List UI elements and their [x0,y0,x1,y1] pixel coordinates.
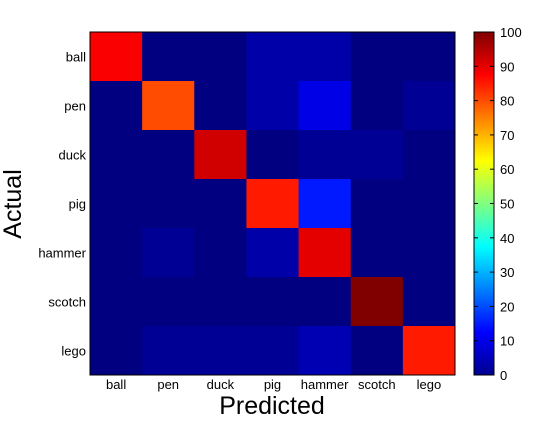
x-tick-label: duck [207,377,235,392]
heatmap-cell [402,81,456,131]
x-tick-label: scotch [358,377,396,392]
y-tick-label: hammer [38,246,86,261]
heatmap-cell [350,326,404,376]
y-tick-label: ball [66,50,86,65]
colorbar-tick-label: 50 [500,197,514,212]
heatmap-cell [246,130,299,180]
x-axis-title: Predicted [219,392,325,420]
x-tick-labels: ball pen duck pig hammer scotch lego [106,377,441,392]
heatmap-cell [298,277,352,327]
heatmap-cell [142,32,195,82]
heatmap-cell [350,130,404,180]
heatmap-cell [402,277,456,327]
heatmap-cell [194,81,247,131]
heatmap-cell [90,130,143,180]
heatmap-cell [350,277,404,327]
heatmap-cell [246,277,299,327]
heatmap-cell [90,179,143,229]
heatmap-cell [298,81,352,131]
heatmap-cell [350,228,404,278]
heatmap-cell [246,81,299,131]
heatmap-cell [350,179,404,229]
heatmap-cell [90,228,143,278]
heatmap-cell [90,326,143,376]
colorbar-tick-label: 70 [500,128,514,143]
heatmap-cell [402,228,456,278]
heatmap-cell [298,179,352,229]
heatmap-cell [246,32,299,82]
heatmap-cell [194,179,247,229]
plot-frame [89,31,456,376]
heatmap-cell [246,228,299,278]
heatmap-cell [402,326,456,376]
y-tick-labels: ball pen duck pig hammer scotch lego [38,50,86,359]
heatmap-cell [298,32,352,82]
colorbar-tick-label: 0 [500,368,507,383]
y-tick-label: pen [64,99,86,114]
y-tick-label: duck [59,148,87,163]
heatmap-cell [402,130,456,180]
heatmap-cell [298,130,352,180]
heatmap-cell [142,81,195,131]
colorbar-tick-label: 80 [500,94,514,109]
heatmap-cell [402,179,456,229]
heatmap-cell [246,179,299,229]
heatmap-cell [194,277,247,327]
x-tick-label: lego [417,377,442,392]
y-axis-title: Actual [0,169,27,238]
colorbar-tick-label: 30 [500,265,514,280]
colorbar-tick-label: 90 [500,59,514,74]
heatmap-cell [142,277,195,327]
heatmap-cell [90,32,143,82]
colorbar-tick-label: 40 [500,231,514,246]
heatmap-cell [298,326,352,376]
heatmap-cell [194,228,247,278]
colorbar-tick-label: 20 [500,299,514,314]
heatmap-cell [402,32,456,82]
heatmap-cell [142,179,195,229]
y-tick-label: pig [69,197,86,212]
heatmap-cell [90,277,143,327]
colorbar-tick-label: 10 [500,334,514,349]
heatmap-cell [350,81,404,131]
heatmap-cell [194,32,247,82]
heatmap-cell [298,228,352,278]
heatmap-cell [246,326,299,376]
heatmap-cell [90,81,143,131]
x-tick-label: pig [264,377,281,392]
heatmap-cell [194,326,247,376]
x-tick-label: hammer [301,377,349,392]
colorbar-ticks: 0 10 20 30 40 50 60 70 80 90 100 [474,25,522,383]
heatmap-cells [90,32,456,376]
y-tick-label: scotch [48,295,86,310]
y-tick-label: lego [61,344,86,359]
heatmap-cell [142,130,195,180]
x-tick-label: pen [157,377,179,392]
heatmap-cell [142,228,195,278]
colorbar-tick-label: 100 [500,25,522,40]
heatmap-cell [350,32,404,82]
x-tick-label: ball [106,377,126,392]
colorbar-tick-label: 60 [500,162,514,177]
heatmap-cell [194,130,247,180]
heatmap-cell [142,326,195,376]
